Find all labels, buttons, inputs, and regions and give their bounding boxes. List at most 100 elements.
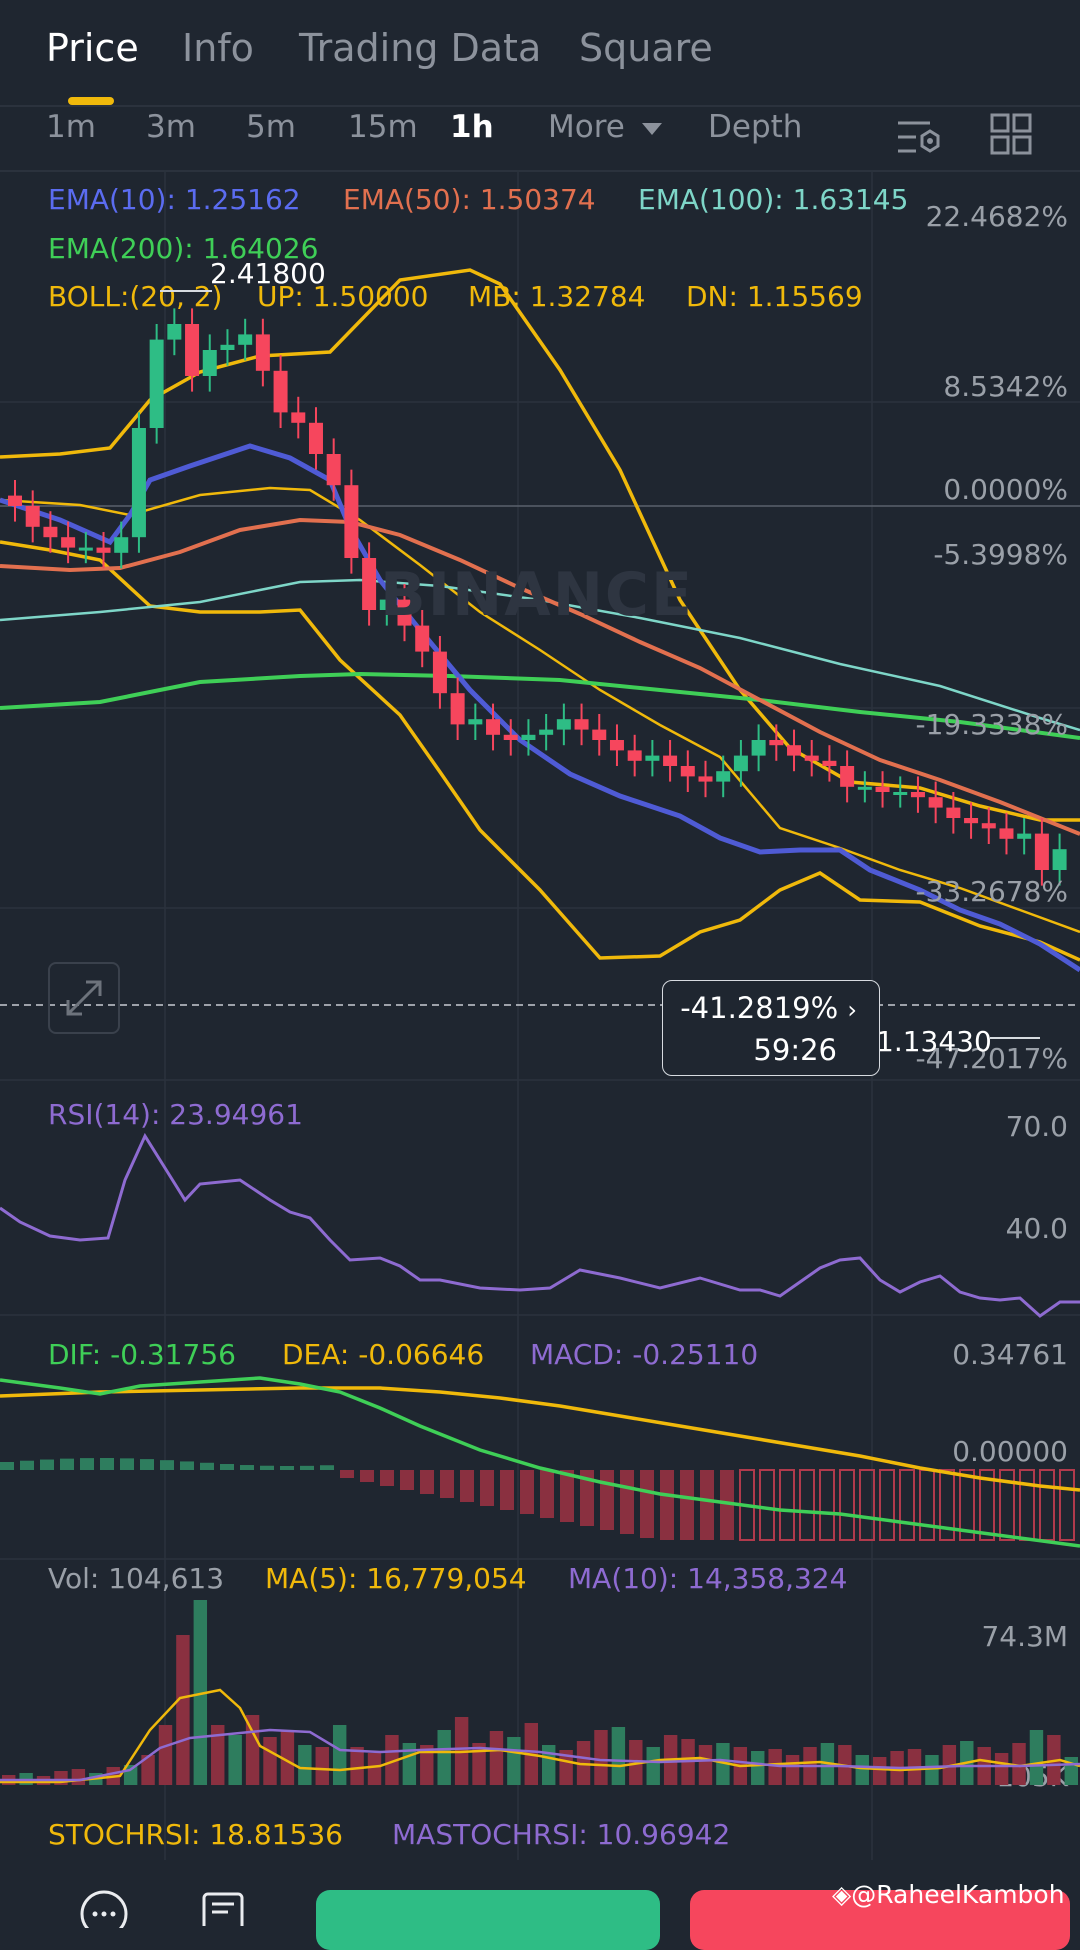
macd-hist-bar — [500, 1470, 514, 1510]
volume-bar — [1029, 1730, 1044, 1785]
macd-hist-bar — [939, 1469, 955, 1541]
macd-hist-bar — [1059, 1469, 1075, 1541]
stochrsi-legend: STOCHRSI: 18.81536 — [48, 1818, 343, 1851]
ema100-legend: EMA(100): 1.63145 — [638, 183, 909, 216]
volume-bar — [176, 1635, 190, 1785]
interval-5m[interactable]: 5m — [246, 109, 296, 145]
candle-body — [556, 719, 571, 730]
layout-grid-icon[interactable] — [990, 113, 1032, 155]
volume-ma10-legend: MA(10): 14,358,324 — [568, 1562, 848, 1595]
buy-button[interactable] — [316, 1890, 660, 1950]
volume-bar — [141, 1755, 155, 1785]
macd-hist-bar — [480, 1470, 494, 1506]
orders-icon[interactable] — [200, 1890, 248, 1926]
candle-countdown: 59:26 — [753, 1033, 837, 1067]
indicator-settings-icon[interactable] — [896, 117, 942, 159]
macd-dea-line — [0, 1386, 1080, 1492]
macd-hist-bar — [779, 1469, 795, 1541]
macd-hist-bar — [1019, 1469, 1035, 1541]
macd-hist-bar — [240, 1465, 254, 1470]
ema10-line — [0, 443, 1080, 973]
low-marker-line — [990, 1037, 1040, 1039]
interval-15m[interactable]: 15m — [348, 109, 418, 145]
tab-trading-data[interactable]: Trading Data — [299, 26, 542, 70]
candle-body — [432, 651, 447, 694]
candle-body — [185, 324, 200, 376]
macd-hist-bar — [300, 1465, 314, 1470]
boll-dn-legend: DN: 1.15569 — [686, 280, 863, 313]
rsi-level-70: 70.0 — [1005, 1110, 1068, 1143]
top-tab-bar: Price Info Trading Data Square — [0, 0, 1080, 107]
candle-body — [202, 350, 217, 376]
candle-body — [96, 547, 111, 553]
ema10-legend: EMA(10): 1.25162 — [48, 183, 301, 216]
price-axis-tick: 0.0000% — [943, 473, 1068, 506]
interval-1h[interactable]: 1h — [450, 109, 494, 145]
macd-dea-legend: DEA: -0.06646 — [282, 1338, 485, 1371]
macd-hist-bar — [280, 1465, 294, 1470]
macd-hist-bar — [819, 1469, 835, 1541]
interval-1m[interactable]: 1m — [46, 109, 96, 145]
candle-body — [592, 729, 607, 740]
tab-price[interactable]: Price — [46, 26, 139, 70]
volume-bar — [925, 1755, 939, 1785]
volume-bar — [611, 1727, 626, 1785]
candle-body — [840, 766, 855, 787]
expand-chart-button[interactable] — [48, 962, 120, 1034]
volume-bar — [872, 1757, 887, 1785]
volume-bar — [193, 1600, 208, 1785]
volume-bar — [350, 1747, 364, 1785]
boll-legend: BOLL:(20, 2) — [48, 280, 223, 313]
candle-body — [645, 755, 660, 761]
rsi-line — [0, 1132, 1080, 1318]
candle-body — [486, 719, 501, 735]
price-axis-tick: -47.2017% — [915, 1042, 1069, 1075]
active-tab-indicator — [68, 97, 114, 105]
macd-hist-bar — [660, 1470, 674, 1540]
candle-body — [43, 526, 58, 538]
candle-body — [503, 734, 518, 740]
chat-icon[interactable] — [78, 1888, 130, 1928]
candle-body — [609, 740, 624, 751]
volume-ma5-legend: MA(5): 16,779,054 — [265, 1562, 527, 1595]
binance-diamond-icon: ◈ — [832, 1880, 852, 1909]
candle-body — [1017, 833, 1032, 839]
candle-body — [981, 823, 996, 829]
volume-legend: Vol: 104,613 — [48, 1562, 225, 1595]
volume-bar — [280, 1730, 295, 1785]
ema50-legend: EMA(50): 1.50374 — [343, 183, 596, 216]
candle-body — [397, 599, 412, 626]
candle-body — [716, 771, 731, 782]
macd-hist-bar — [1039, 1469, 1055, 1541]
volume-ma5-line — [0, 1688, 1080, 1784]
macd-hist-bar — [380, 1470, 394, 1486]
macd-hist-bar — [220, 1464, 234, 1470]
candle-body — [627, 750, 642, 761]
tab-info[interactable]: Info — [182, 26, 254, 70]
interval-3m[interactable]: 3m — [146, 109, 196, 145]
ema200-line — [0, 671, 1080, 740]
macd-hist-bar — [600, 1470, 614, 1530]
candle-body — [291, 412, 306, 423]
volume-bar — [385, 1735, 399, 1785]
price-axis-tick: -5.3998% — [933, 538, 1068, 571]
macd-hist-bar — [340, 1470, 354, 1478]
interval-more[interactable]: More — [548, 109, 663, 145]
current-price-box[interactable]: -41.2819% › 59:26 — [662, 980, 880, 1076]
macd-hist-bar — [540, 1470, 554, 1518]
boll-up-legend: UP: 1.50000 — [257, 280, 429, 313]
candlestick-series — [8, 308, 1067, 886]
macd-hist-bar — [899, 1469, 915, 1541]
candle-body — [149, 339, 164, 428]
macd-hist-bar — [839, 1469, 855, 1541]
volume-bar — [367, 1753, 382, 1785]
volume-bar — [420, 1745, 434, 1785]
chevron-right-icon: › — [847, 996, 857, 1024]
interval-depth[interactable]: Depth — [708, 109, 803, 145]
volume-bar — [751, 1751, 765, 1785]
candle-body — [379, 599, 394, 610]
tab-square[interactable]: Square — [579, 26, 713, 70]
volume-bar — [315, 1747, 329, 1785]
macd-hist-bar — [440, 1470, 454, 1498]
macd-hist-bar — [420, 1470, 434, 1494]
